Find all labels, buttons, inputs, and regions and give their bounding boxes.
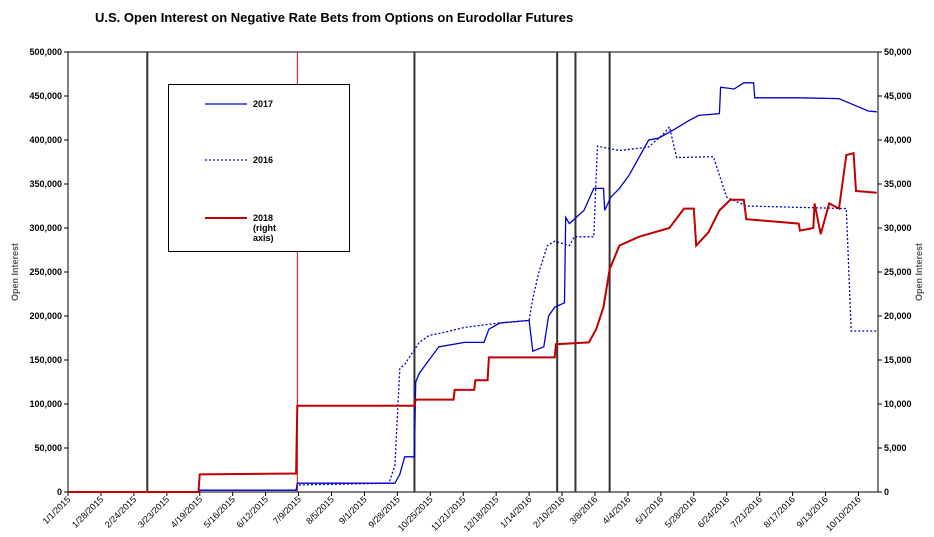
y2-tick-label: 15,000 [884,355,912,365]
legend-entry: 2016 [205,155,293,165]
y2-tick-label: 50,000 [884,47,912,57]
legend-label: 2018 (right axis) [253,213,276,243]
y2-tick-label: 40,000 [884,135,912,145]
y2-tick-label: 5,000 [884,443,907,453]
x-tick-label: 10/10/2016 [824,494,863,533]
legend-entry: 2018 (right axis) [205,213,293,243]
y-tick-label: 250,000 [29,267,62,277]
y2-tick-label: 35,000 [884,179,912,189]
x-tick-label: 8/5/2015 [304,494,336,526]
x-tick-label: 5/16/2015 [202,494,237,529]
y-tick-label: 100,000 [29,399,62,409]
x-tick-label: 10/25/2015 [396,494,435,533]
y-axis-title: Open Interest [10,243,20,301]
legend: 2017 2016 2018 (right axis) [168,84,350,252]
x-tick-label: 6/12/2015 [235,494,270,529]
y-tick-label: 200,000 [29,311,62,321]
y-tick-label: 300,000 [29,223,62,233]
y2-tick-label: 20,000 [884,311,912,321]
x-tick-label: 6/24/2016 [696,494,731,529]
chart-title: U.S. Open Interest on Negative Rate Bets… [95,10,573,25]
legend-swatch [205,159,247,161]
y2-tick-label: 30,000 [884,223,912,233]
x-tick-label: 5/1/2016 [633,494,665,526]
series-line [68,82,877,493]
y-tick-label: 400,000 [29,135,62,145]
x-tick-label: 1/14/2016 [498,494,533,529]
x-tick-label: 5/28/2016 [663,494,698,529]
x-tick-label: 2/10/2016 [531,494,566,529]
x-tick-label: 7/9/2015 [271,494,303,526]
y-tick-label: 150,000 [29,355,62,365]
series-line [68,151,877,493]
x-tick-label: 12/18/2015 [462,494,501,533]
x-tick-label: 4/19/2015 [169,494,204,529]
legend-entry: 2017 [205,99,293,109]
y-tick-label: 500,000 [29,47,62,57]
x-tick-label: 8/17/2016 [762,494,797,529]
legend-swatch [205,217,247,219]
legend-label: 2016 [253,155,274,165]
x-tick-label: 3/8/2016 [568,494,600,526]
x-tick-label: 9/1/2015 [337,494,369,526]
x-tick-label: 1/28/2015 [70,494,105,529]
y2-tick-label: 10,000 [884,399,912,409]
y-tick-label: 50,000 [34,443,62,453]
x-tick-label: 4/4/2016 [600,494,632,526]
y2-tick-label: 25,000 [884,267,912,277]
y-tick-label: 350,000 [29,179,62,189]
y-tick-label: 0 [57,487,62,497]
y-tick-label: 450,000 [29,91,62,101]
legend-swatch [205,103,247,105]
x-tick-label: 7/21/2016 [729,494,764,529]
x-tick-label: 1/1/2015 [41,494,73,526]
y2-axis-title: Open Interest [914,243,924,301]
legend-label: 2017 [253,99,274,109]
y2-tick-label: 45,000 [884,91,912,101]
y2-tick-label: 0 [884,487,889,497]
x-tick-label: 3/23/2015 [136,494,171,529]
x-tick-label: 2/24/2015 [103,494,138,529]
